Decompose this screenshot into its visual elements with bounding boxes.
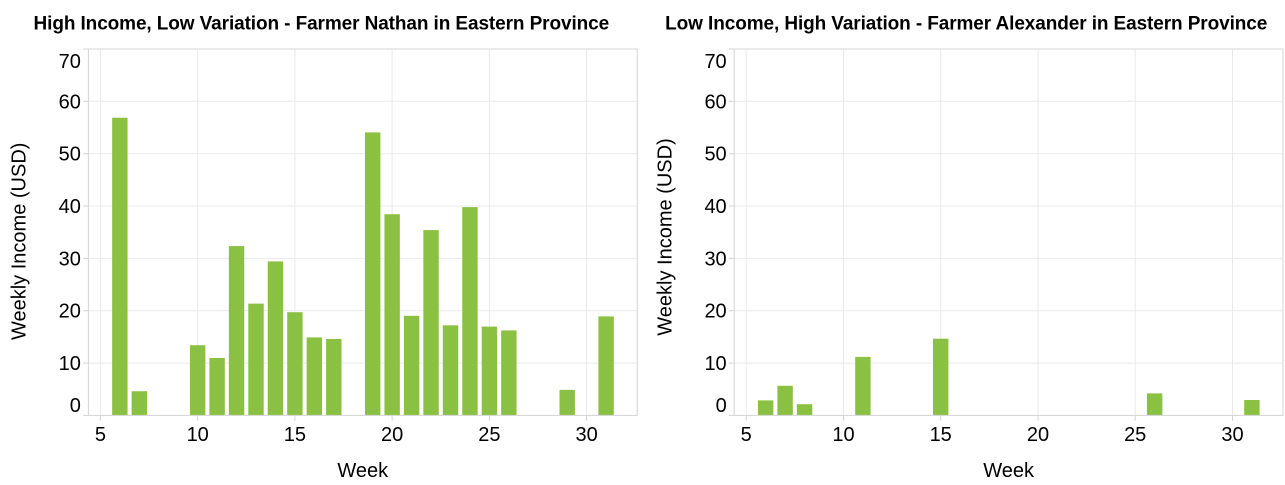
svg-text:25: 25 bbox=[1124, 424, 1146, 446]
svg-text:30: 30 bbox=[704, 248, 726, 270]
svg-text:20: 20 bbox=[704, 301, 726, 323]
svg-text:60: 60 bbox=[704, 91, 726, 113]
svg-text:40: 40 bbox=[59, 196, 81, 218]
svg-text:10: 10 bbox=[187, 424, 209, 446]
svg-text:0: 0 bbox=[716, 395, 727, 417]
svg-text:10: 10 bbox=[59, 353, 81, 375]
svg-text:Weekly Income (USD): Weekly Income (USD) bbox=[9, 143, 31, 340]
svg-text:40: 40 bbox=[704, 196, 726, 218]
svg-text:20: 20 bbox=[1027, 424, 1049, 446]
svg-text:Week: Week bbox=[337, 460, 389, 482]
svg-text:70: 70 bbox=[704, 51, 726, 73]
svg-text:50: 50 bbox=[59, 144, 81, 166]
svg-text:10: 10 bbox=[832, 424, 854, 446]
svg-text:20: 20 bbox=[381, 424, 403, 446]
svg-text:5: 5 bbox=[95, 424, 106, 446]
svg-text:30: 30 bbox=[59, 248, 81, 270]
svg-text:15: 15 bbox=[284, 424, 306, 446]
svg-text:Low Income, High Variation - F: Low Income, High Variation - Farmer Alex… bbox=[665, 14, 1267, 35]
svg-text:20: 20 bbox=[59, 301, 81, 323]
svg-text:70: 70 bbox=[59, 51, 81, 73]
svg-text:50: 50 bbox=[704, 144, 726, 166]
svg-text:25: 25 bbox=[478, 424, 500, 446]
svg-text:0: 0 bbox=[70, 395, 81, 417]
svg-text:5: 5 bbox=[741, 424, 752, 446]
svg-text:30: 30 bbox=[575, 424, 597, 446]
svg-text:Week: Week bbox=[983, 460, 1035, 482]
svg-text:60: 60 bbox=[59, 91, 81, 113]
svg-text:15: 15 bbox=[930, 424, 952, 446]
svg-text:30: 30 bbox=[1221, 424, 1243, 446]
svg-text:Weekly Income (USD): Weekly Income (USD) bbox=[654, 138, 676, 335]
svg-text:High Income, Low Variation - F: High Income, Low Variation - Farmer Nath… bbox=[34, 14, 610, 35]
svg-text:10: 10 bbox=[704, 353, 726, 375]
